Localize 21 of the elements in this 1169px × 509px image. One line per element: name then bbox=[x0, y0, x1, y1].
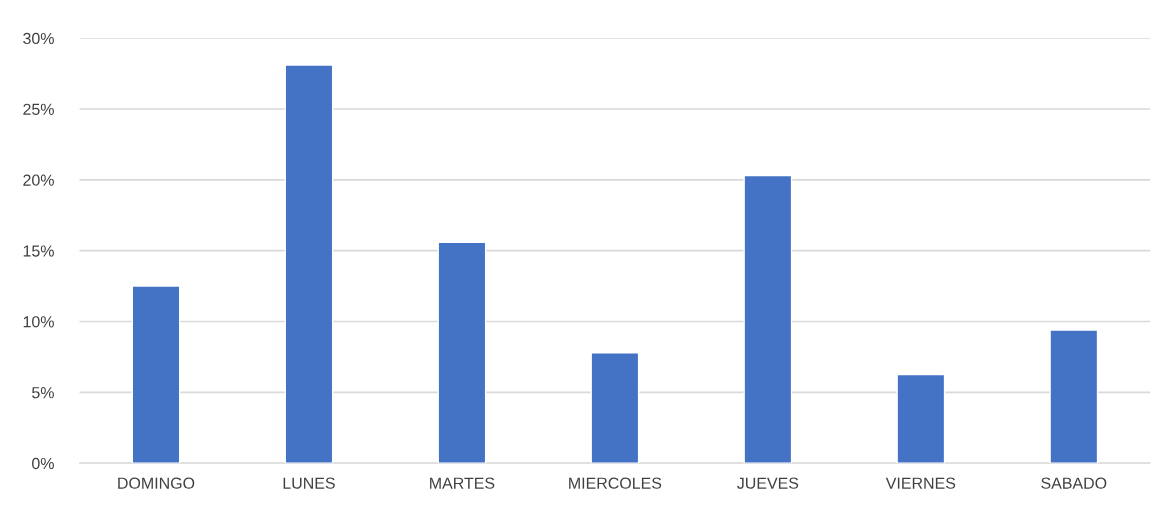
x-tick-label: MARTES bbox=[430, 477, 495, 489]
y-tick-label: 15% bbox=[23, 245, 54, 257]
y-tick-label: 30% bbox=[23, 32, 54, 45]
x-tick-label: MIERCOLES bbox=[569, 477, 662, 489]
y-tick-label: 5% bbox=[32, 387, 54, 399]
y-tick-label: 20% bbox=[23, 174, 54, 186]
x-tick-label: LUNES bbox=[283, 477, 335, 489]
y-tick-label: 0% bbox=[32, 457, 54, 470]
x-tick-label: DOMINGO bbox=[118, 477, 195, 489]
bar bbox=[743, 174, 793, 464]
bar bbox=[131, 285, 181, 464]
bar bbox=[437, 241, 487, 464]
bar bbox=[896, 373, 946, 464]
bar bbox=[284, 64, 334, 464]
bar bbox=[590, 351, 640, 464]
x-tick-label: SABADO bbox=[1041, 477, 1107, 489]
x-tick-label: JUEVES bbox=[737, 477, 799, 489]
y-tick-label: 10% bbox=[23, 316, 54, 328]
y-tick-label: 25% bbox=[23, 103, 54, 115]
bar bbox=[1049, 329, 1099, 464]
x-tick-label: VIERNES bbox=[885, 477, 956, 489]
